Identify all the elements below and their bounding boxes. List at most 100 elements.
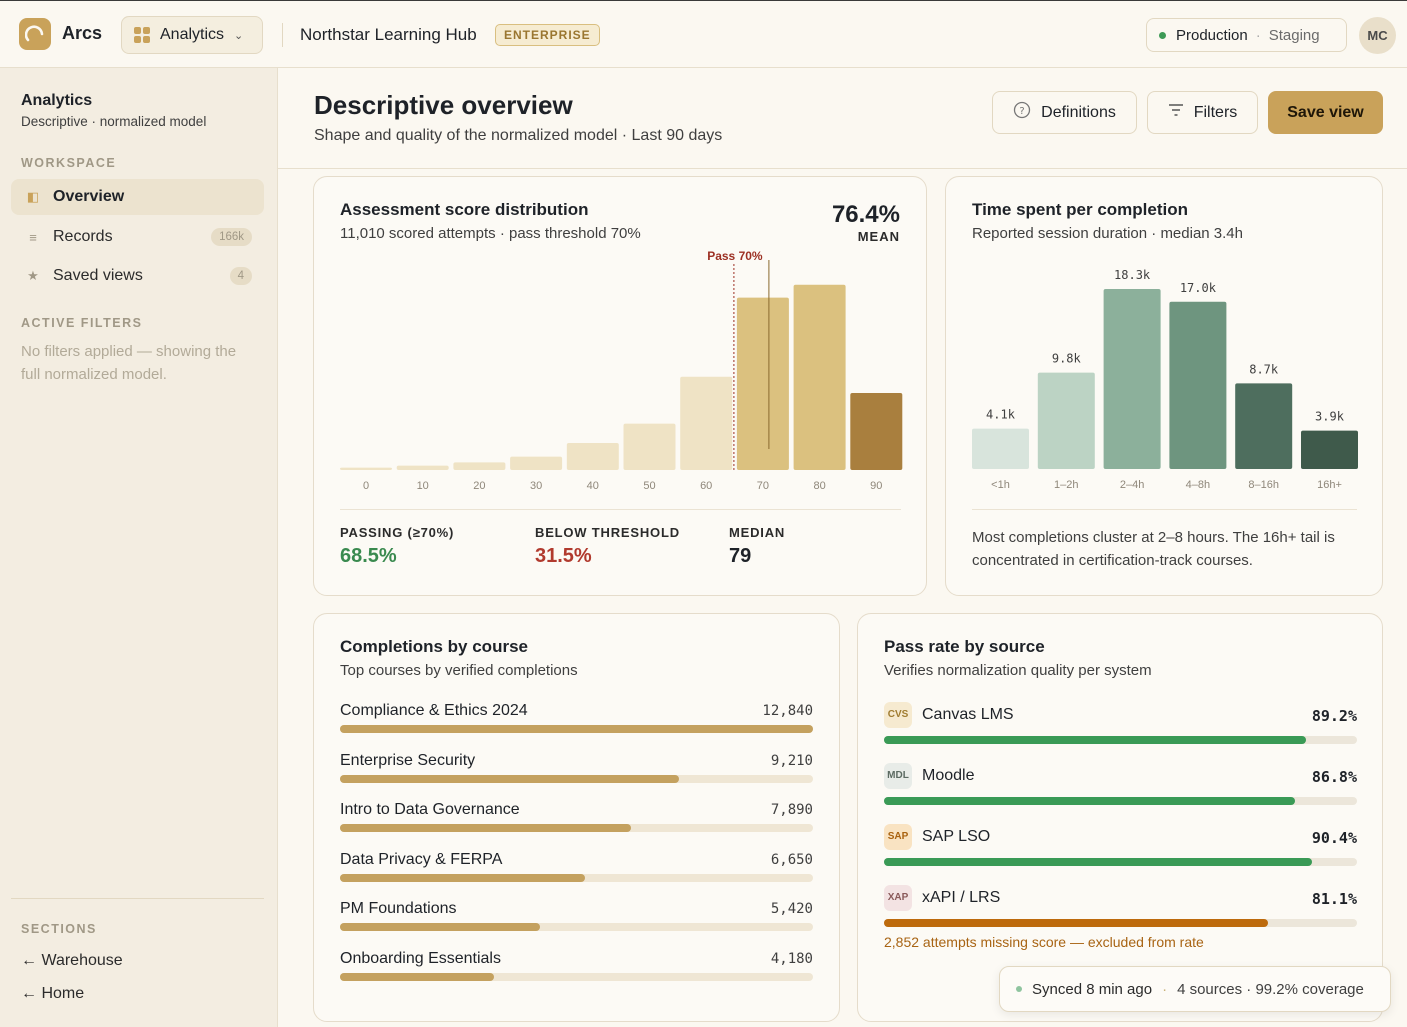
score-bar-40[interactable]	[566, 443, 619, 470]
source-row[interactable]: MDL Moodle 86.8%	[884, 763, 1357, 807]
source-bar-fill	[884, 919, 1268, 927]
arcs-logo-icon[interactable]	[19, 18, 51, 50]
time-bar-1[interactable]	[1037, 372, 1095, 469]
score-bar-10[interactable]	[396, 465, 449, 470]
passing-value: 68.5%	[340, 545, 397, 567]
source-bar-fill	[884, 797, 1295, 805]
score-bar-50[interactable]	[623, 423, 676, 470]
score-bar-90[interactable]	[850, 393, 903, 470]
course-name: Data Privacy & FERPA	[340, 850, 503, 868]
source-pass-rate: 86.8%	[1311, 768, 1357, 786]
environment-switcher[interactable]: Production · Staging	[1146, 18, 1347, 52]
score-bar-0[interactable]	[340, 467, 392, 470]
score-bar-30[interactable]	[510, 456, 563, 470]
time-bar-3[interactable]	[1169, 301, 1227, 469]
filters-label: Filters	[1193, 103, 1238, 121]
divider	[278, 168, 1407, 169]
course-row[interactable]: Onboarding Essentials 4,180	[340, 950, 813, 984]
sidebar: Analytics Descriptive · normalized model…	[0, 68, 278, 1027]
warehouse-link[interactable]: ← Warehouse	[21, 952, 123, 969]
source-name: Moodle	[922, 767, 975, 784]
course-name: Intro to Data Governance	[340, 801, 520, 819]
score-bar-60[interactable]	[680, 376, 733, 470]
card-subtitle: Verifies normalization quality per syste…	[884, 662, 1152, 679]
time-bar-5[interactable]	[1301, 430, 1358, 469]
env-staging[interactable]: Staging	[1268, 26, 1320, 44]
time-histogram: 4.1k <1h 9.8k 1–2h 18.3k 2–4h 17.0k 4–8h 8.7k 8–1…	[972, 268, 1358, 491]
page-subtitle: Shape and quality of the normalized mode…	[314, 127, 723, 144]
home-link[interactable]: ← Home	[21, 985, 85, 1002]
time-bar-0[interactable]	[972, 428, 1029, 469]
source-bar-track	[884, 858, 1357, 866]
sync-dot-icon	[1016, 986, 1022, 992]
active-filters-label: ACTIVE FILTERS	[21, 316, 143, 330]
filter-icon	[1168, 103, 1184, 122]
source-badge: XAP	[884, 885, 912, 911]
card-title: Completions by course	[340, 637, 528, 656]
x-tick-label: 0	[363, 480, 369, 492]
app-switcher[interactable]: Analytics ⌄	[121, 16, 263, 54]
sidebar-item-label: Records	[53, 228, 113, 245]
missing-score-warning: 2,852 attempts missing score — excluded …	[884, 934, 1204, 950]
score-bar-70[interactable]	[736, 297, 789, 470]
source-pass-rate: 90.4%	[1311, 829, 1357, 847]
x-tick-label: 80	[813, 480, 825, 492]
course-name: PM Foundations	[340, 900, 457, 918]
pass-rate-by-source-card: Pass rate by source Verifies normalizati…	[857, 613, 1383, 1022]
x-tick-label: 2–4h	[1120, 479, 1144, 491]
course-bar-track	[340, 774, 813, 783]
saved-views-count-badge: 4	[229, 267, 252, 285]
course-row[interactable]: Enterprise Security 9,210	[340, 752, 813, 786]
score-bar-80[interactable]	[793, 284, 846, 470]
source-name: Canvas LMS	[922, 706, 1014, 723]
bar-value-label: 9.8k	[1052, 352, 1082, 366]
source-pass-rate: 89.2%	[1311, 707, 1357, 725]
x-tick-label: 20	[473, 480, 485, 492]
time-bar-2[interactable]	[1103, 289, 1161, 469]
page-title: Descriptive overview	[314, 90, 573, 120]
definitions-button[interactable]: ? Definitions	[992, 91, 1137, 134]
source-pass-rate: 81.1%	[1311, 890, 1357, 908]
sync-status-toast: Synced 8 min ago · 4 sources · 99.2% cov…	[999, 966, 1391, 1012]
x-tick-label: 30	[530, 480, 542, 492]
mean-value: 76.4%	[831, 201, 900, 228]
card-title: Assessment score distribution	[340, 200, 589, 219]
panel-icon: ◧	[26, 189, 40, 204]
list-icon: ≡	[29, 229, 37, 245]
filters-button[interactable]: Filters	[1147, 91, 1258, 134]
course-bar-fill	[340, 973, 494, 981]
bar-value-label: 8.7k	[1249, 362, 1279, 376]
sidebar-item-saved-views[interactable]: ★ Saved views 4	[11, 258, 264, 294]
sidebar-item-records[interactable]: ≡ Records 166k	[11, 219, 264, 255]
sidebar-item-overview[interactable]: ◧ Overview	[11, 179, 264, 215]
course-row[interactable]: PM Foundations 5,420	[340, 900, 813, 934]
course-row[interactable]: Data Privacy & FERPA 6,650	[340, 851, 813, 885]
x-tick-label: 16h+	[1317, 479, 1342, 491]
below-threshold-value: 31.5%	[535, 545, 592, 567]
score-histogram: 0 10 20 30 40 50 60 70 80 90 Pass 70%	[340, 249, 903, 492]
source-row[interactable]: CVS Canvas LMS 89.2%	[884, 702, 1357, 746]
source-row[interactable]: XAP xAPI / LRS 81.1%	[884, 885, 1357, 929]
apps-grid-icon	[134, 27, 150, 43]
workspace-section-label: WORKSPACE	[21, 156, 117, 170]
source-row[interactable]: SAP SAP LSO 90.4%	[884, 824, 1357, 868]
bar-value-label: 17.0k	[1180, 281, 1217, 295]
score-bar-20[interactable]	[453, 462, 506, 470]
source-bar-track	[884, 919, 1357, 927]
course-bar-fill	[340, 774, 680, 783]
course-row[interactable]: Intro to Data Governance 7,890	[340, 801, 813, 835]
time-note: Most completions cluster at 2–8 hours. T…	[972, 529, 1335, 569]
course-bar-track	[340, 973, 813, 981]
course-row[interactable]: Compliance & Ethics 2024 12,840	[340, 702, 813, 736]
save-view-button[interactable]: Save view	[1268, 91, 1383, 134]
time-bar-4[interactable]	[1235, 383, 1293, 469]
user-avatar[interactable]: MC	[1359, 17, 1396, 54]
sidebar-item-label: Saved views	[53, 267, 143, 284]
sync-status: Synced 8 min ago	[1032, 980, 1153, 998]
sidebar-item-label: Overview	[53, 188, 125, 205]
bar-value-label: 4.1k	[986, 408, 1016, 422]
x-tick-label: 70	[757, 480, 769, 492]
env-production[interactable]: Production	[1176, 26, 1248, 44]
records-count-badge: 166k	[211, 228, 252, 246]
course-bar-track	[340, 824, 813, 833]
